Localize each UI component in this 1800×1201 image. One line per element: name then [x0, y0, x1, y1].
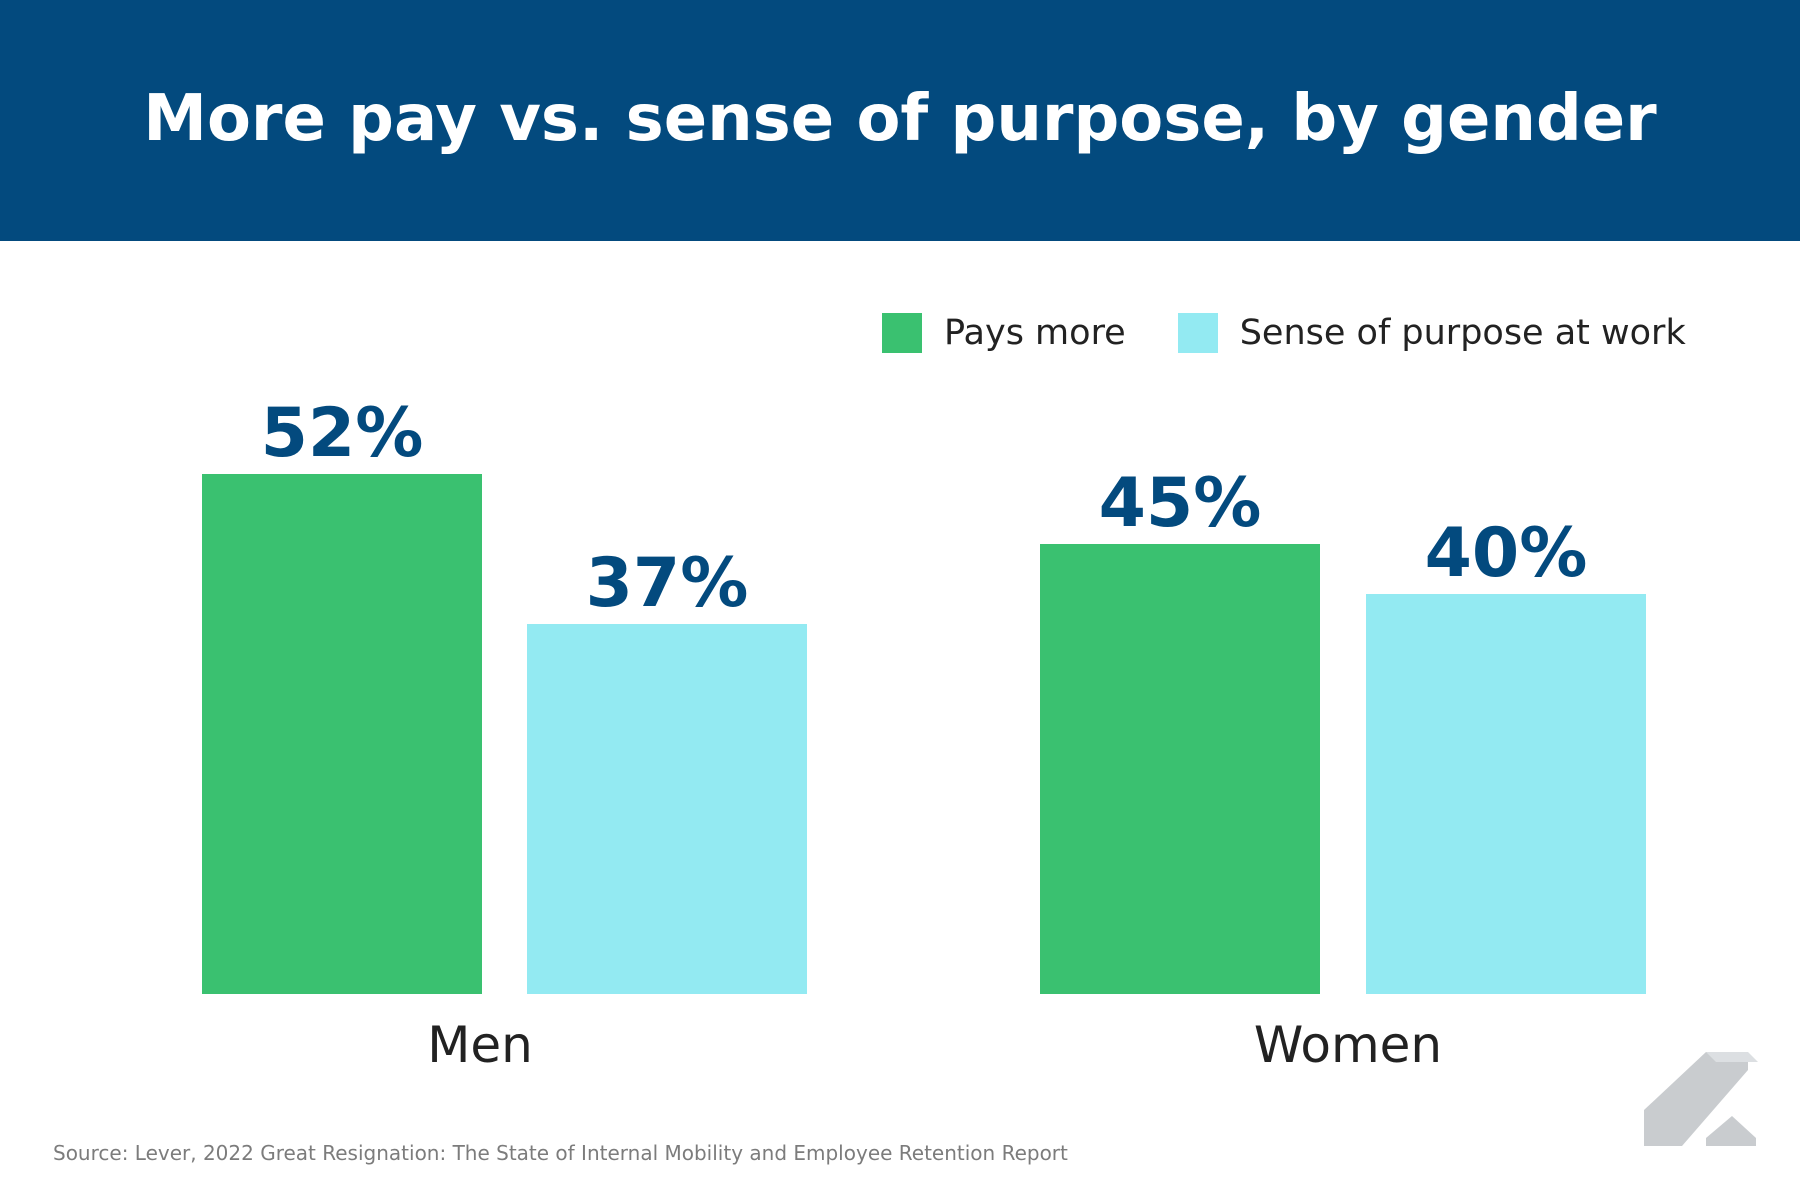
bar-women-pays-more — [1040, 544, 1320, 994]
bar-women-sense-of-purpose-at-work — [1366, 594, 1646, 994]
chart-title: More pay vs. sense of purpose, by gender — [143, 81, 1657, 156]
bar-men-sense-of-purpose-at-work — [527, 624, 807, 994]
legend: Pays more Sense of purpose at work — [882, 313, 1686, 353]
value-label-women-sense-of-purpose-at-work: 40% — [1425, 514, 1588, 593]
value-label-men-pays-more: 52% — [261, 394, 424, 473]
category-labels-group: Men Women — [427, 1016, 1442, 1074]
lever-logo-icon — [1640, 1048, 1760, 1169]
legend-swatch-pays-more — [882, 313, 922, 353]
title-banner: More pay vs. sense of purpose, by gender — [0, 0, 1800, 241]
bar-men-pays-more — [202, 474, 482, 994]
value-label-men-sense-of-purpose-at-work: 37% — [586, 544, 749, 623]
source-note: Source: Lever, 2022 Great Resignation: T… — [53, 1141, 1068, 1165]
bars-group — [202, 474, 1646, 994]
legend-label-pays-more: Pays more — [944, 313, 1126, 353]
legend-swatch-sense-of-purpose — [1177, 313, 1218, 353]
bar-chart: 52% 37% 45% 40% Men Women — [202, 394, 1646, 1074]
legend-item-pays-more: Pays more — [882, 313, 1126, 353]
category-label-women: Women — [1254, 1016, 1442, 1074]
value-label-women-pays-more: 45% — [1099, 464, 1262, 543]
legend-item-sense-of-purpose: Sense of purpose at work — [1177, 313, 1686, 353]
legend-label-sense-of-purpose: Sense of purpose at work — [1239, 313, 1686, 353]
value-labels-group: 52% 37% 45% 40% — [261, 394, 1588, 623]
category-label-men: Men — [427, 1016, 533, 1074]
